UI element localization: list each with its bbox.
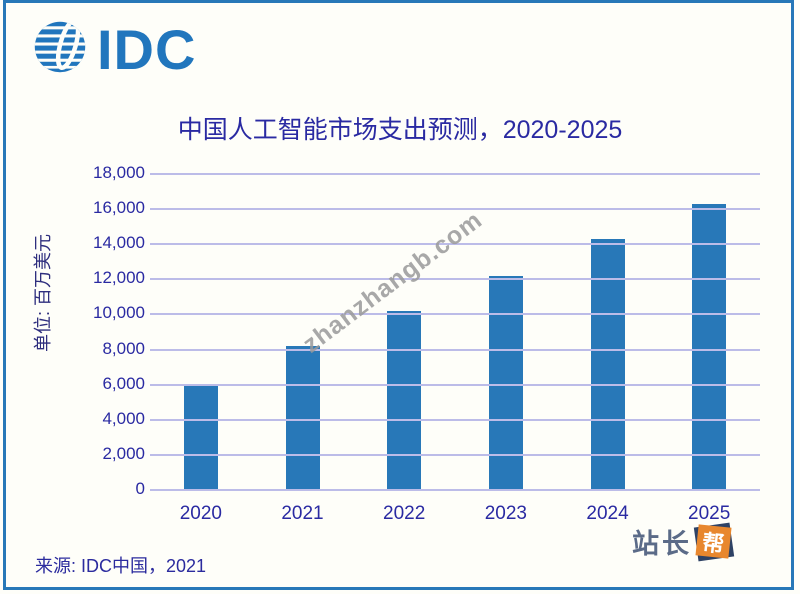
x-tick-label: 2021	[281, 503, 324, 524]
gridline	[150, 278, 760, 281]
gridline	[150, 453, 760, 456]
y-tick-label: 18,000	[93, 163, 145, 182]
bar-band	[353, 174, 455, 490]
zhanzhangbang-square-glyph: 帮	[695, 523, 732, 559]
chart-title: 中国人工智能市场支出预测，2020-2025	[177, 116, 623, 144]
x-tick-label: 2022	[383, 503, 426, 524]
x-axis-tick-labels: 2020 2021 2022 2023 2024 2025	[150, 503, 760, 525]
x-tick-label: 2024	[586, 503, 629, 524]
bar-band	[557, 174, 659, 490]
gridline	[150, 208, 760, 211]
y-tick-label: 16,000	[93, 198, 145, 218]
y-axis-label: 单位: 百万美元	[33, 234, 53, 353]
gridline	[150, 348, 760, 351]
x-tick-label: 2020	[179, 503, 222, 524]
y-tick-label: 6,000	[102, 373, 145, 393]
gridline	[150, 418, 760, 421]
y-tick-label: 8,000	[102, 338, 145, 358]
bar-series	[150, 174, 760, 490]
bar	[183, 384, 218, 490]
gridline	[150, 243, 760, 246]
plot-area	[150, 173, 760, 491]
y-axis-tick-labels: 0 2,000 4,000 6,000 8,000 10,000 12,000 14,000 1…	[55, 163, 145, 498]
bar	[285, 346, 320, 490]
bar-band	[150, 174, 252, 490]
y-tick-label: 14,000	[93, 233, 145, 253]
bar	[387, 310, 422, 490]
x-tick-label: 2025	[688, 503, 731, 524]
y-tick-label: 0	[135, 479, 145, 498]
source-note: 来源: IDC中国，2021	[35, 556, 207, 576]
y-tick-label: 4,000	[102, 408, 145, 428]
gridline	[150, 383, 760, 386]
bar-band	[658, 174, 760, 490]
globe-icon	[33, 20, 87, 79]
gridline	[150, 313, 760, 316]
zhanzhangbang-watermark-logo: 站长 帮	[632, 522, 735, 561]
gridline	[150, 489, 760, 491]
bar-band	[252, 174, 354, 490]
gridline	[150, 173, 760, 175]
x-tick-label: 2023	[484, 503, 527, 524]
zhanzhangbang-square-icon: 帮	[693, 522, 735, 561]
zhanzhangbang-text: 站长	[632, 529, 692, 559]
idc-logo: IDC	[33, 20, 196, 79]
y-tick-label: 10,000	[93, 303, 145, 323]
bar	[692, 203, 727, 490]
idc-logo-text: IDC	[97, 17, 197, 81]
y-tick-label: 12,000	[93, 268, 145, 288]
y-tick-label: 2,000	[102, 443, 145, 463]
bar	[590, 238, 625, 490]
